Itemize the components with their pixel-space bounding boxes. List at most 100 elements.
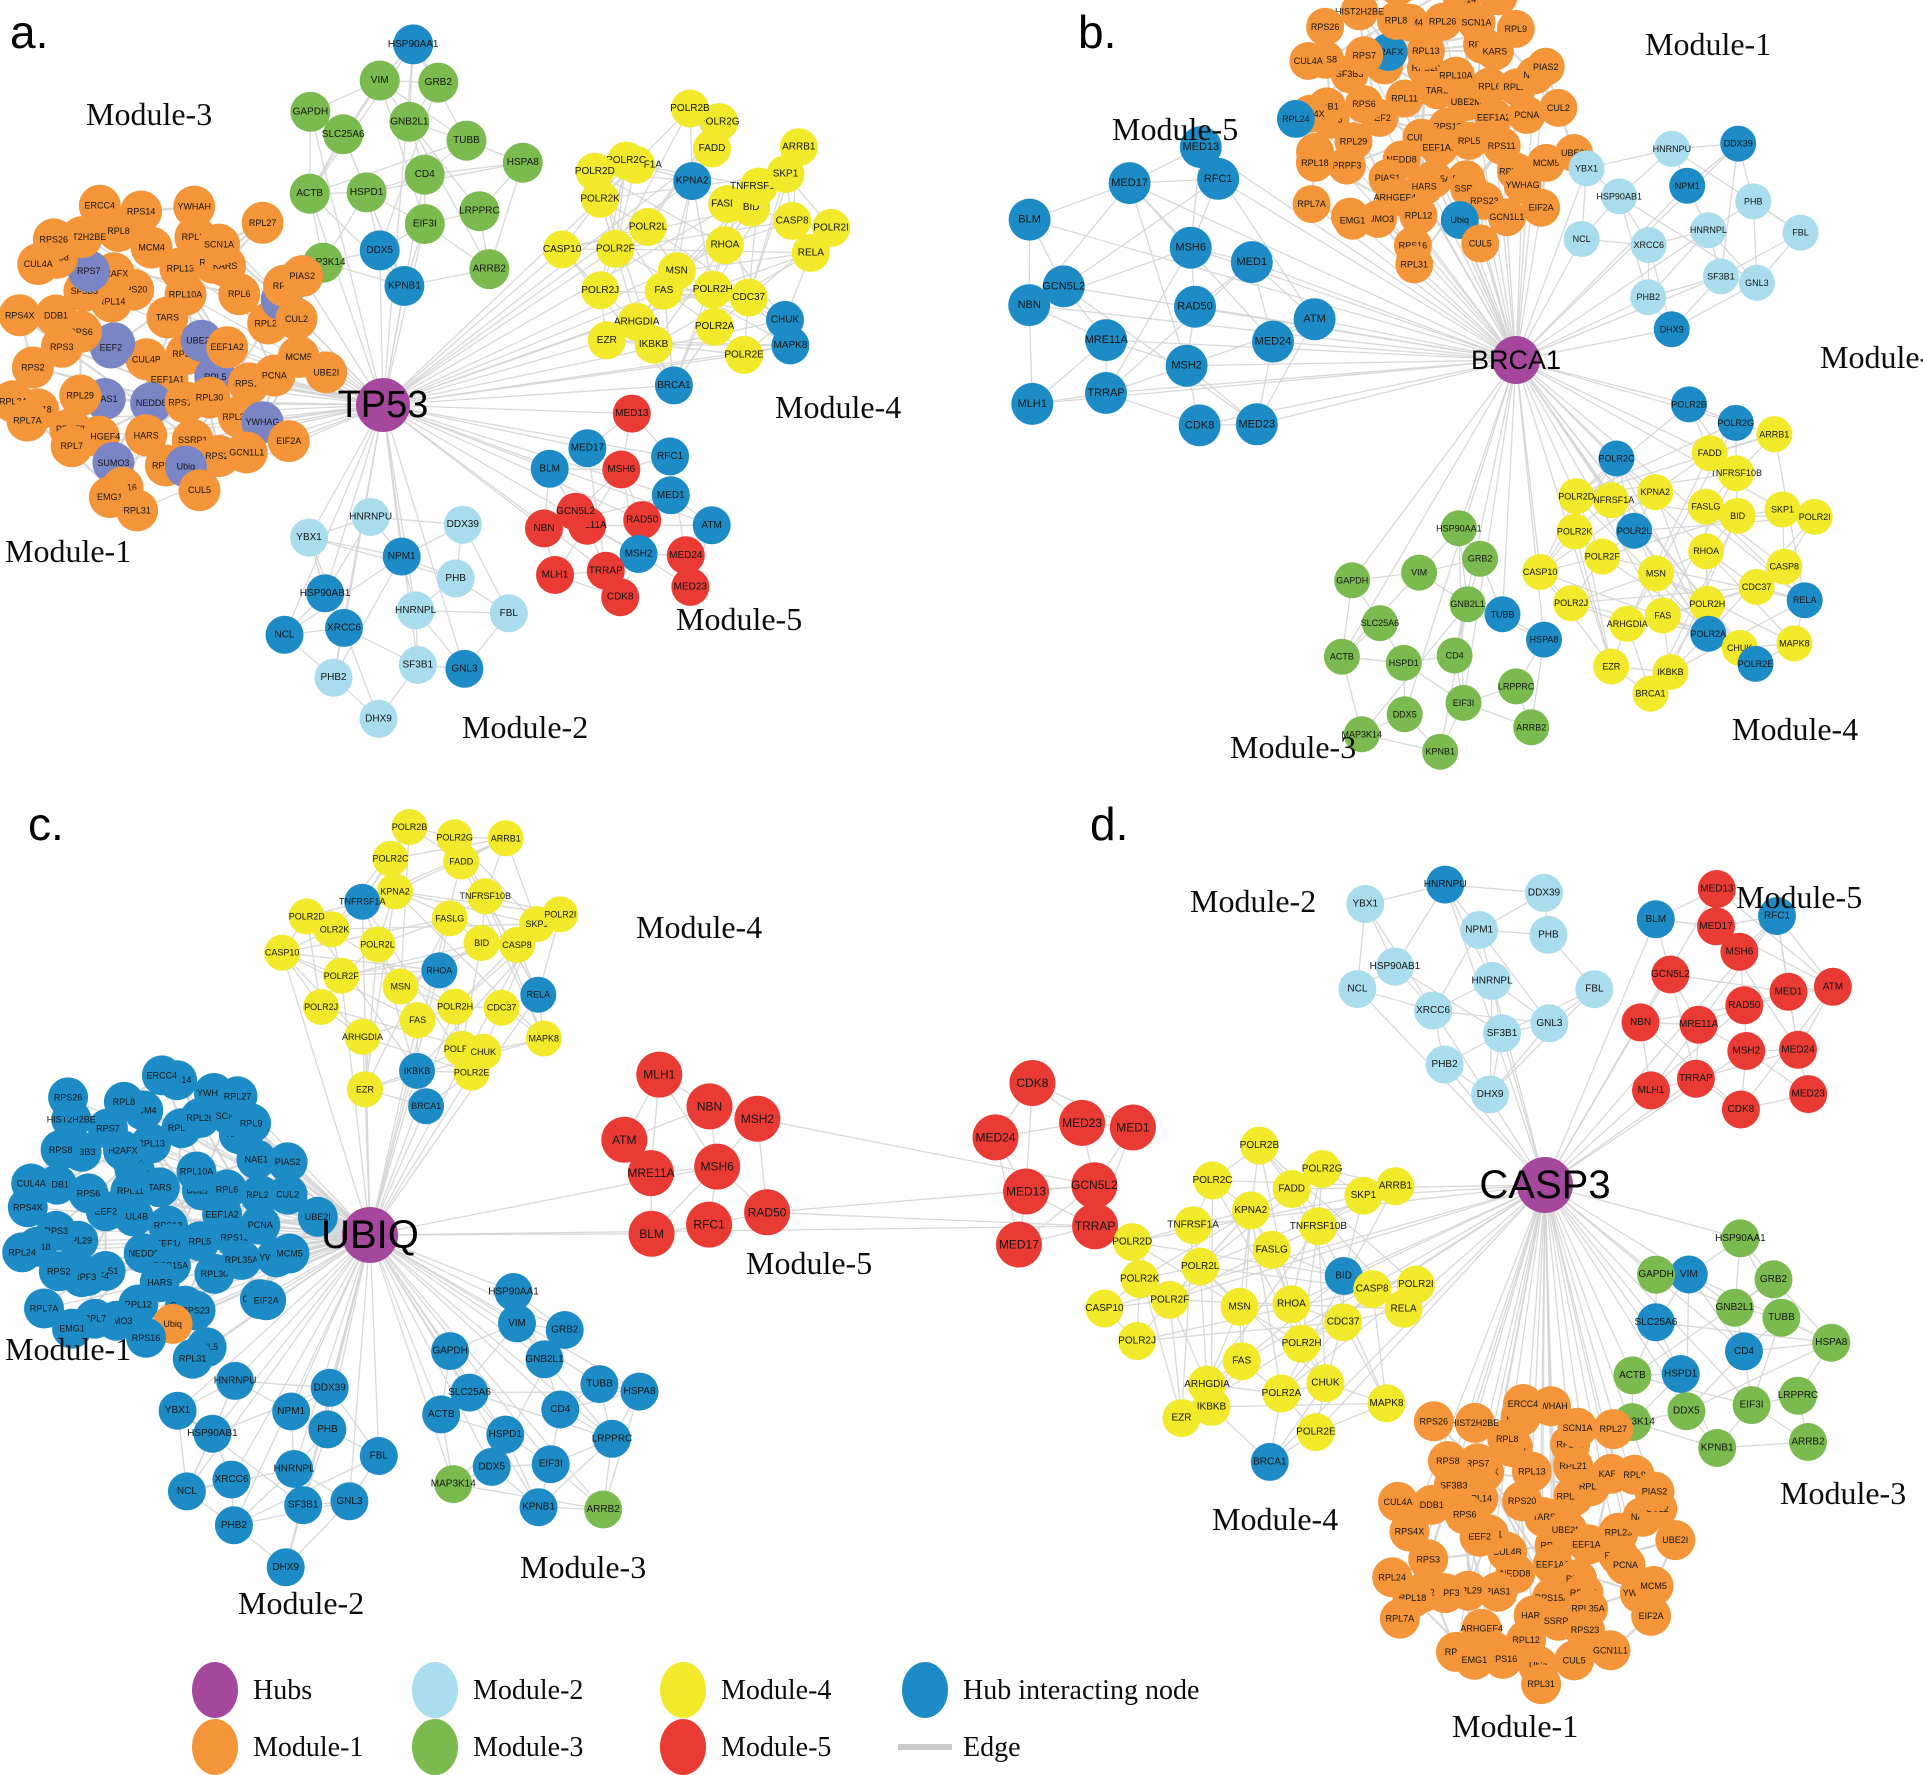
node-polr2d[interactable]: POLR2D <box>1112 1223 1152 1262</box>
node-circle[interactable] <box>525 509 563 548</box>
node-ybx1[interactable]: YBX1 <box>1346 885 1385 923</box>
node-circle[interactable] <box>1443 0 1481 19</box>
node-ddx5[interactable]: DDX5 <box>472 1447 511 1486</box>
node-circle[interactable] <box>1717 404 1754 441</box>
node-circle[interactable] <box>1414 991 1453 1030</box>
node-mlh1[interactable]: MLH1 <box>636 1051 683 1098</box>
node-circle[interactable] <box>520 976 557 1013</box>
node-nbn[interactable]: NBN <box>525 509 563 548</box>
node-circle[interactable] <box>1289 42 1328 80</box>
node-med17[interactable]: MED17 <box>1697 907 1735 946</box>
node-circle[interactable] <box>193 1414 232 1453</box>
node-polr2i[interactable]: POLR2I <box>542 896 579 933</box>
node-hsp90aa1[interactable]: HSP90AA1 <box>388 24 439 65</box>
node-circle[interactable] <box>525 1340 564 1379</box>
node-circle[interactable] <box>629 208 667 246</box>
node-cul4a[interactable]: CUL4A <box>1378 1481 1418 1522</box>
node-msn[interactable]: MSN <box>1220 1287 1259 1326</box>
node-hsp90ab1[interactable]: HSP90AB1 <box>1596 178 1642 215</box>
node-polr2h[interactable]: POLR2H <box>437 988 473 1025</box>
node-fas[interactable]: FAS <box>1644 597 1681 634</box>
node-circle[interactable] <box>1688 533 1725 570</box>
node-trrap[interactable]: TRRAP <box>1085 372 1127 414</box>
node-kpna2[interactable]: KPNA2 <box>673 162 712 201</box>
node-circle[interactable] <box>593 1419 631 1458</box>
node-circle[interactable] <box>1720 932 1759 971</box>
node-circle[interactable] <box>1165 344 1208 387</box>
node-circle[interactable] <box>1633 1566 1674 1606</box>
node-msh2[interactable]: MSH2 <box>619 535 658 573</box>
node-circle[interactable] <box>436 559 475 598</box>
node-ezr[interactable]: EZR <box>587 321 626 360</box>
node-hnrnpu[interactable]: HNRNPU <box>349 498 392 536</box>
node-circle[interactable] <box>601 1116 648 1163</box>
node-circle[interactable] <box>1272 1170 1311 1208</box>
node-circle[interactable] <box>1590 1630 1631 1671</box>
node-circle[interactable] <box>1282 1324 1321 1363</box>
node-circle[interactable] <box>694 1143 741 1190</box>
node-circle[interactable] <box>1556 513 1593 550</box>
node-circle[interactable] <box>1376 1167 1415 1206</box>
node-circle[interactable] <box>1003 1168 1049 1215</box>
node-circle[interactable] <box>671 567 710 606</box>
node-circle[interactable] <box>1396 1265 1435 1304</box>
node-fas[interactable]: FAS <box>399 1002 436 1039</box>
node-rps26[interactable]: RPS26 <box>1306 7 1345 46</box>
node-circle[interactable] <box>421 952 458 989</box>
node-circle[interactable] <box>607 141 646 180</box>
node-circle[interactable] <box>1782 214 1819 251</box>
node-polr2j[interactable]: POLR2J <box>1553 585 1590 622</box>
node-kpna2[interactable]: KPNA2 <box>377 873 413 910</box>
node-eif2a[interactable]: EIF2A <box>1522 188 1561 227</box>
node-ikbkb[interactable]: IKBKB <box>634 325 673 364</box>
node-circle[interactable] <box>686 1083 733 1130</box>
node-circle[interactable] <box>1621 1003 1660 1042</box>
node-circle[interactable] <box>1252 320 1294 363</box>
node-gapdh[interactable]: GAPDH <box>290 91 331 132</box>
node-polr2b[interactable]: POLR2B <box>391 809 428 845</box>
node-pcna[interactable]: PCNA <box>1507 95 1546 134</box>
node-circle[interactable] <box>1526 621 1562 658</box>
node-msh6[interactable]: MSH6 <box>602 450 641 489</box>
node-kpnb1[interactable]: KPNB1 <box>384 266 425 306</box>
node-polr2e[interactable]: POLR2E <box>453 1054 490 1091</box>
node-grb2[interactable]: GRB2 <box>418 62 459 103</box>
node-circle[interactable] <box>1293 298 1336 341</box>
node-grb2[interactable]: GRB2 <box>545 1311 584 1349</box>
node-circle[interactable] <box>1372 1557 1413 1598</box>
node-sf3b1[interactable]: SF3B1 <box>1702 258 1739 295</box>
node-circle[interactable] <box>267 420 310 463</box>
node-polr2g[interactable]: POLR2G <box>436 819 473 856</box>
node-bid[interactable]: BID <box>463 925 500 961</box>
node-med1[interactable]: MED1 <box>1109 1104 1156 1151</box>
node-circle[interactable] <box>734 1095 781 1142</box>
node-circle[interactable] <box>1539 88 1578 127</box>
node-circle[interactable] <box>125 414 168 457</box>
node-circle[interactable] <box>1085 319 1128 362</box>
node-rps26[interactable]: RPS26 <box>1413 1401 1454 1442</box>
node-polr2a[interactable]: POLR2A <box>1262 1374 1302 1413</box>
node-circle[interactable] <box>1613 1356 1652 1395</box>
node-circle[interactable] <box>1445 684 1482 721</box>
node-circle[interactable] <box>1174 285 1216 328</box>
node-circle[interactable] <box>1482 1638 1523 1679</box>
node-circle[interactable] <box>0 294 41 337</box>
node-circle[interactable] <box>1715 1288 1754 1327</box>
node-tubb[interactable]: TUBB <box>1484 596 1521 633</box>
node-atm[interactable]: ATM <box>692 506 731 545</box>
node-eif2a[interactable]: EIF2A <box>1631 1595 1672 1636</box>
node-circle[interactable] <box>1812 1323 1851 1362</box>
node-hsp90ab1[interactable]: HSP90AB1 <box>1370 947 1421 986</box>
node-ybx1[interactable]: YBX1 <box>158 1391 197 1430</box>
node-polr2l[interactable]: POLR2L <box>629 208 668 246</box>
node-circle[interactable] <box>241 201 284 244</box>
node-rps8[interactable]: RPS8 <box>1427 1441 1468 1482</box>
node-sf3b1[interactable]: SF3B1 <box>398 646 437 684</box>
node-rhoa[interactable]: RHOA <box>421 952 458 989</box>
node-rhoa[interactable]: RHOA <box>1272 1285 1311 1324</box>
node-circle[interactable] <box>67 250 110 293</box>
node-phb[interactable]: PHB <box>1735 183 1772 220</box>
node-circle[interactable] <box>972 1114 1019 1161</box>
node-circle[interactable] <box>1436 56 1475 95</box>
node-ybx1[interactable]: YBX1 <box>290 518 329 557</box>
